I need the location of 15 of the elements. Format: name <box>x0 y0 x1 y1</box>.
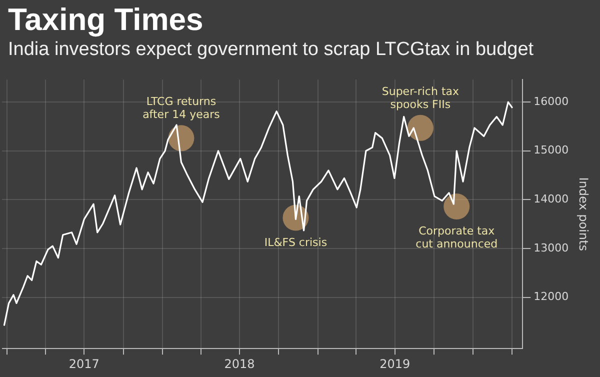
x-tick-label: 2019 <box>380 356 410 371</box>
annotation: Super-rich tax spooks FIIs <box>382 84 460 111</box>
y-tick-label: 16000 <box>534 94 569 108</box>
y-tick-label: 14000 <box>534 192 569 206</box>
y-tick-label: 15000 <box>534 144 569 157</box>
annotation: LTCG returns after 14 years <box>142 95 220 122</box>
x-tick-label: 2017 <box>68 356 100 371</box>
chart-title: Taxing Times <box>7 1 204 38</box>
y-tick-label: 12000 <box>534 290 569 304</box>
x-tick-label: 2018 <box>224 356 255 371</box>
y-tick-label: 13000 <box>534 241 569 254</box>
chart-subtitle: India investors expect government to scrap LTCGtax in budget <box>7 38 535 62</box>
annotation: IL&FS crisis <box>264 236 328 249</box>
y-axis-title: Index points <box>576 177 591 251</box>
annotation: Corporate tax cut announced <box>416 224 498 251</box>
